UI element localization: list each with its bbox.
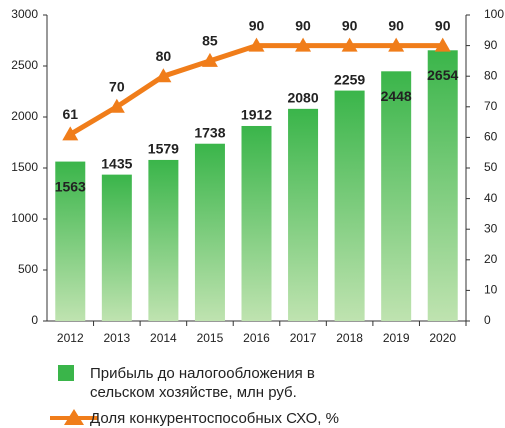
- x-tick-label: 2020: [429, 331, 456, 345]
- x-tick-label: 2018: [336, 331, 363, 345]
- line-marker: [295, 37, 312, 52]
- y2-tick-label: 10: [484, 283, 498, 297]
- line-marker: [155, 68, 172, 83]
- y2-tick-label: 80: [484, 68, 498, 82]
- line-marker: [108, 98, 125, 113]
- line-label: 90: [388, 17, 404, 33]
- y2-tick-label: 70: [484, 99, 498, 113]
- y-tick-label: 3000: [11, 7, 38, 21]
- bar: [381, 71, 412, 321]
- x-tick-label: 2013: [103, 331, 130, 345]
- line-marker: [388, 37, 405, 52]
- x-tick-label: 2015: [197, 331, 224, 345]
- x-tick-label: 2016: [243, 331, 270, 345]
- x-tick-label: 2012: [57, 331, 84, 345]
- line-label: 85: [202, 33, 218, 49]
- line-marker: [341, 37, 358, 52]
- bar-label: 2448: [381, 88, 412, 104]
- bar-label: 1563: [55, 178, 86, 194]
- y-tick-label: 2000: [11, 109, 38, 123]
- line-label: 90: [342, 17, 358, 33]
- y2-tick-label: 90: [484, 38, 498, 52]
- y2-tick-label: 50: [484, 160, 498, 174]
- y2-tick-label: 40: [484, 191, 498, 205]
- bar-label: 1912: [241, 107, 272, 123]
- bar-label: 2259: [334, 71, 365, 87]
- legend-label: Доля конкурентоспособных СХО, %: [90, 410, 339, 427]
- x-tick-label: 2019: [383, 331, 410, 345]
- x-tick-label: 2014: [150, 331, 177, 345]
- line-label: 90: [295, 17, 311, 33]
- y-tick-label: 1000: [11, 211, 38, 225]
- line-marker: [62, 126, 79, 141]
- bar-label: 1435: [101, 155, 132, 171]
- bar: [101, 174, 132, 321]
- y-tick-label: 500: [18, 262, 38, 276]
- x-tick-label: 2017: [290, 331, 317, 345]
- legend-marker: [64, 409, 84, 425]
- y2-tick-label: 20: [484, 252, 498, 266]
- line-marker: [434, 37, 451, 52]
- line-marker: [201, 52, 218, 67]
- y2-tick-label: 60: [484, 130, 498, 144]
- y-tick-label: 2500: [11, 58, 38, 72]
- y2-tick-label: 0: [484, 313, 491, 327]
- bar: [55, 161, 86, 321]
- line-marker: [248, 37, 265, 52]
- line-label: 90: [435, 17, 451, 33]
- bar-label: 2654: [427, 67, 458, 83]
- bar-label: 2080: [287, 90, 318, 106]
- line-label: 61: [62, 106, 78, 122]
- line-label: 70: [109, 79, 125, 95]
- legend-label: Прибыль до налогообложения в сельском хо…: [90, 365, 315, 401]
- y-tick-label: 1500: [11, 160, 38, 174]
- y-tick-label: 0: [31, 313, 38, 327]
- bar: [241, 125, 272, 321]
- y2-tick-label: 30: [484, 221, 498, 235]
- bar: [288, 108, 319, 321]
- line-label: 80: [156, 48, 172, 64]
- bar: [427, 50, 458, 322]
- bar-label: 1579: [148, 141, 179, 157]
- legend-swatch: [58, 365, 74, 381]
- y2-tick-label: 100: [484, 7, 504, 21]
- bar: [148, 159, 179, 321]
- bar-label: 1738: [194, 124, 225, 140]
- bar: [334, 90, 365, 321]
- line-label: 90: [249, 17, 265, 33]
- bar: [194, 143, 225, 321]
